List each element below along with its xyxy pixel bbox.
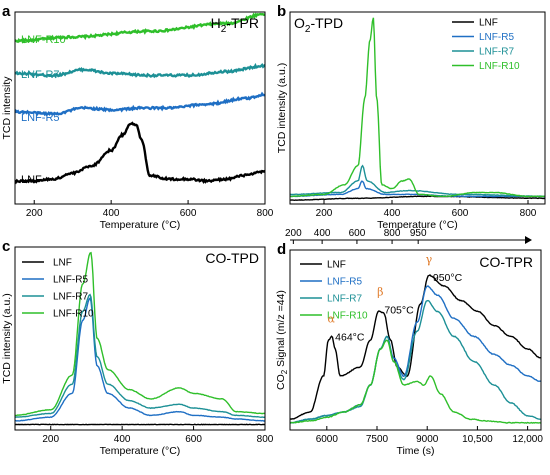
- panel-b: 200 400 600 800 Temperature (°C) TCD intensit…: [276, 3, 546, 231]
- y-axis-label-rest: Signal (m/z =44): [275, 290, 287, 370]
- legend-entry: LNF-R5: [479, 32, 514, 43]
- x-tick-label: 600: [185, 434, 202, 445]
- series-line-lnf: [290, 274, 541, 420]
- series-line-lnf-r7: [15, 293, 265, 419]
- top-axis-label: 800: [384, 228, 401, 239]
- series-line-lnf-r7: [290, 164, 545, 198]
- panel-title: H2-TPR: [211, 15, 259, 35]
- panel-label: a: [2, 3, 11, 20]
- x-tick-label: 9000: [416, 434, 439, 445]
- legend-entry: LNF-R10: [53, 309, 94, 320]
- y-axis-label: TCD intensity (a.u.): [1, 293, 13, 383]
- x-axis-label: Temperature (°C): [100, 445, 181, 457]
- legend-entry: LNF-R7: [53, 292, 88, 303]
- legend-entry: LNF: [327, 260, 346, 271]
- x-tick-label: 400: [384, 208, 401, 219]
- x-tick-label: 800: [257, 208, 274, 219]
- panel-title: CO-TPD: [205, 250, 259, 266]
- peak-greek-label: β: [377, 285, 383, 298]
- panel-label: d: [277, 241, 286, 258]
- series-line-lnf-r10: [15, 12, 265, 44]
- y-axis-label: TCD intensity (a.u.): [276, 63, 288, 153]
- top-axis-label: 200: [285, 228, 302, 239]
- peak-greek-label: α: [327, 312, 335, 325]
- series-line-lnf-r7: [15, 62, 265, 79]
- legend-entry: LNF-R10: [327, 311, 368, 322]
- top-axis-label: 950: [410, 228, 427, 239]
- x-tick-label: 200: [316, 208, 333, 219]
- x-tick-label: 600: [452, 208, 469, 219]
- x-tick-label: 800: [257, 434, 274, 445]
- panel-title: O2-TPD: [294, 15, 343, 35]
- x-tick-label: 7500: [366, 434, 389, 445]
- series-line-lnf-r10: [290, 17, 545, 198]
- series-line-lnf-r10: [290, 339, 541, 424]
- legend-entry: LNF-R7: [479, 47, 514, 58]
- panel-label: b: [277, 3, 286, 20]
- x-tick-label: 6000: [316, 434, 339, 445]
- y-axis-label: TCD intensity: [1, 76, 13, 140]
- panel-c: 200 400 600 800 Temperature (°C) TCD intensit…: [1, 238, 274, 457]
- series-line-lnf-r5: [290, 180, 545, 198]
- legend-entry: LNF: [479, 18, 498, 29]
- x-axis-label: Temperature (°C): [377, 219, 458, 231]
- panel-title-main: H: [211, 15, 221, 31]
- peak-temperature-label: 950°C: [433, 272, 463, 284]
- plot-frame: [289, 11, 546, 205]
- series-line-lnf-r5: [15, 91, 265, 117]
- x-tick-label: 600: [180, 208, 197, 219]
- panel-d: 6000 7500 9000 10,500 12,000 Time (s) CO2 Sign…: [275, 228, 543, 457]
- top-axis-arrow-icon: [525, 236, 532, 244]
- legend-entry: LNF-R10: [479, 61, 520, 72]
- x-tick-label: 12,000: [512, 434, 543, 445]
- series-line-lnf: [290, 195, 545, 202]
- panel-title-rest: -TPR: [226, 15, 259, 31]
- panel-title: CO-TPR: [479, 254, 533, 270]
- panel-title-main: O: [294, 15, 305, 31]
- x-tick-label: 400: [114, 434, 131, 445]
- top-axis-label: 600: [349, 228, 366, 239]
- series-line-lnf-r5: [290, 285, 541, 424]
- series-line-lnf-r5: [15, 296, 265, 422]
- panel-title-rest: -TPD: [310, 15, 343, 31]
- series-label-lnf: LNF: [21, 174, 42, 186]
- panel-a: 200 400 600 800 Temperature (°C) TCD intensit…: [1, 3, 274, 231]
- peak-temperature-label: 705°C: [384, 304, 414, 316]
- panel-title-sub: 2: [305, 24, 311, 35]
- legend-entry: LNF-R7: [327, 294, 362, 305]
- series-label-lnf-r7: LNF-R7: [21, 69, 60, 81]
- peak-temperature-label: 464°C: [335, 331, 365, 343]
- legend-entry: LNF-R5: [53, 275, 88, 286]
- series-label-lnf-r5: LNF-R5: [21, 112, 60, 124]
- series-line-lnf: [15, 121, 265, 185]
- plot-frame: [289, 249, 542, 431]
- x-tick-label: 200: [26, 208, 43, 219]
- x-axis-label: Temperature (°C): [100, 219, 181, 231]
- series-line-lnf-r7: [290, 299, 541, 424]
- plot-frame: [14, 11, 266, 205]
- legend-entry: LNF-R5: [327, 277, 362, 288]
- x-tick-label: 800: [520, 208, 537, 219]
- y-axis-label: CO2 Signal (m/z =44): [275, 290, 289, 390]
- top-axis-label: 400: [314, 228, 331, 239]
- x-tick-label: 200: [42, 434, 59, 445]
- panel-label: c: [2, 238, 10, 255]
- x-axis-label: Time (s): [396, 445, 434, 457]
- y-axis-label-sub: 2: [280, 369, 289, 374]
- series-label-lnf-r10: LNF-R10: [21, 34, 66, 46]
- x-tick-label: 10,500: [462, 434, 493, 445]
- peak-greek-label: γ: [426, 253, 433, 266]
- panel-title-sub: 2: [221, 24, 227, 35]
- series-line-lnf-r10: [15, 251, 265, 417]
- y-axis-label-main: CO: [275, 374, 287, 390]
- plot-frame: [14, 246, 266, 431]
- legend-entry: LNF: [53, 258, 72, 269]
- x-tick-label: 400: [103, 208, 120, 219]
